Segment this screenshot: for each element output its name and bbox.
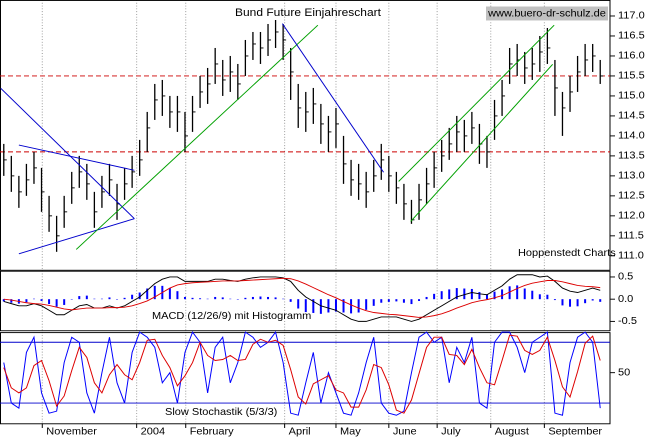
plot-layer: November 2004 February April May June July Augu… <box>0 0 645 437</box>
y-tick-label: 111.5 <box>618 230 644 242</box>
x-tick-label: November <box>46 426 97 438</box>
trendline <box>281 23 384 173</box>
x-tick-label: 2004 <box>141 426 166 438</box>
trendline <box>18 218 135 255</box>
y-tick-label: 112.5 <box>618 190 645 202</box>
source-note: Hoppenstedt Charts <box>518 247 616 259</box>
x-tick-label: April <box>289 426 311 438</box>
x-tick-label: September <box>548 426 602 438</box>
y-tick-label: 116.0 <box>618 50 645 62</box>
chart-title: Bund Future Einjahreschart <box>235 7 382 19</box>
website: www.buero-dr-schulz.de <box>487 8 606 20</box>
y-tick-label: 115.0 <box>618 90 645 102</box>
y-tick-label: 0.5 <box>618 271 633 283</box>
y-tick-label: 111.0 <box>618 250 644 262</box>
stochastic-line <box>3 334 601 414</box>
website-box <box>486 6 608 21</box>
y-tick-label: 0.0 <box>618 293 633 305</box>
y-tick-label: 114.0 <box>618 130 645 142</box>
macd-line <box>3 277 601 318</box>
x-tick-label: August <box>495 426 529 438</box>
trendline <box>410 64 554 222</box>
y-tick-label: 117.0 <box>618 10 645 22</box>
trendline <box>398 24 555 182</box>
panel-frame <box>0 332 611 425</box>
y-tick-label: -0.5 <box>618 315 637 327</box>
panel-frame <box>0 0 611 271</box>
y-tick-label: 116.5 <box>618 30 645 42</box>
y-tick-label: 115.5 <box>618 70 645 82</box>
stochastic-line <box>3 331 601 416</box>
x-tick-label: June <box>393 426 417 438</box>
y-tick-label: 113.0 <box>618 170 645 182</box>
trendline <box>0 88 135 219</box>
x-tick-label: May <box>340 426 361 438</box>
macd-label: MACD (12/26/9) mit Histogramm <box>152 310 311 322</box>
trendline <box>18 144 135 171</box>
y-tick-label: 114.5 <box>618 110 645 122</box>
stochastic-label: Slow Stochastik (5/3/3) <box>165 406 277 418</box>
x-tick-label: July <box>441 426 461 438</box>
trendline <box>75 24 319 250</box>
y-tick-label: 50 <box>618 367 630 379</box>
y-tick-label: 112.0 <box>618 210 645 222</box>
x-tick-label: February <box>190 426 235 438</box>
y-tick-label: 113.5 <box>618 150 645 162</box>
panel-frame <box>0 270 611 332</box>
